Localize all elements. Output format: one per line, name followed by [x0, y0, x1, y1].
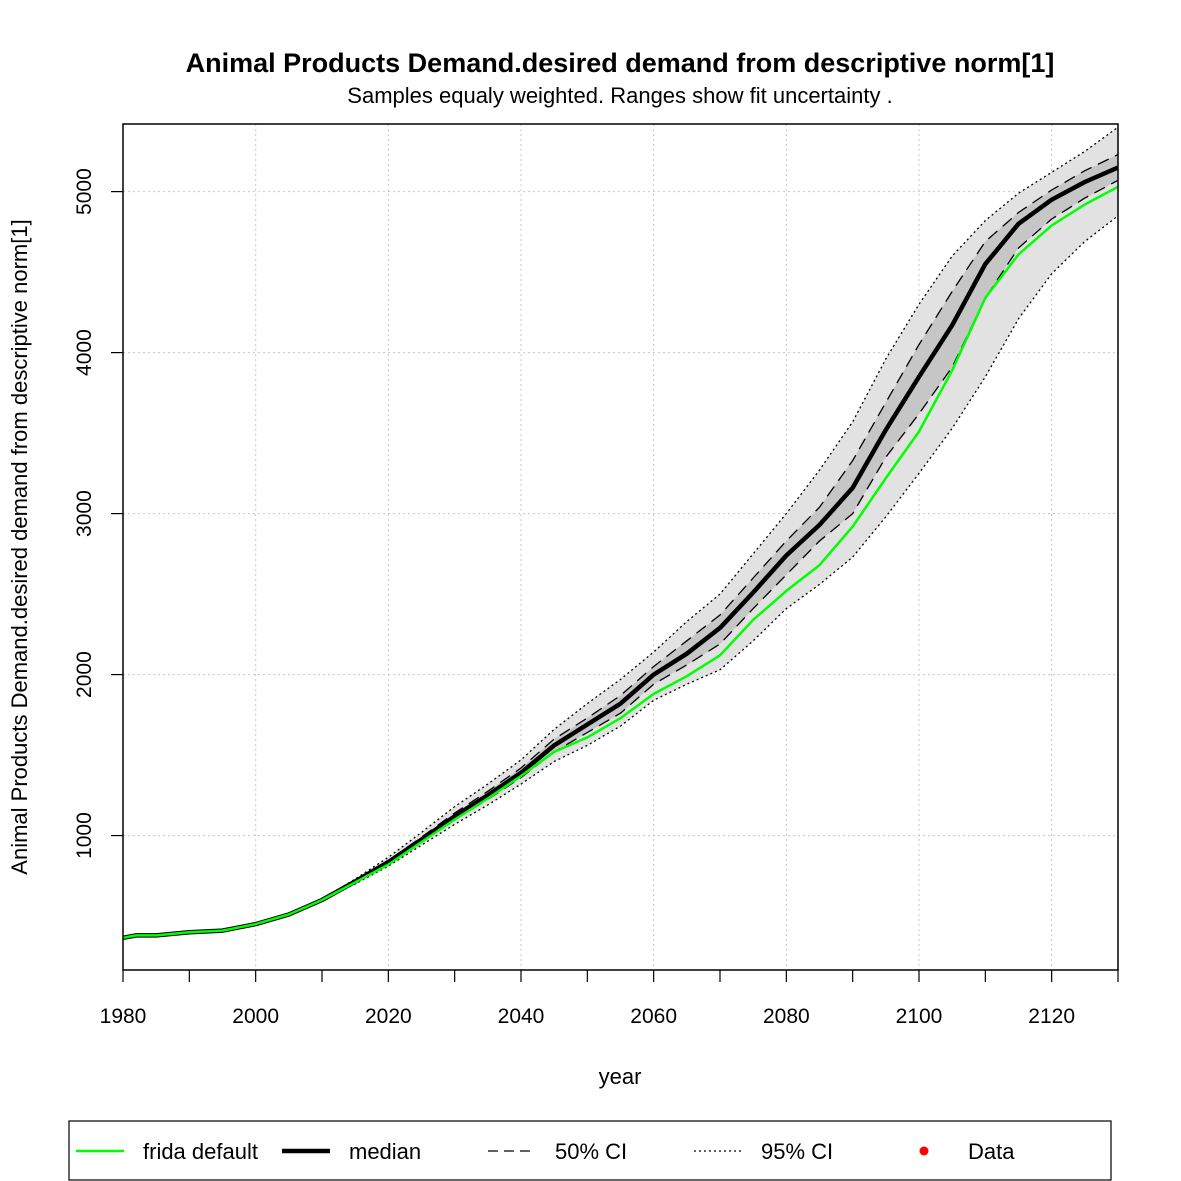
- legend-label-frida-default: frida default: [143, 1139, 258, 1164]
- plot-frame: [122, 123, 1119, 971]
- line-95-ci-upper: [122, 126, 1119, 939]
- band-95-ci: [123, 127, 1118, 938]
- x-tick-label: 2080: [763, 1005, 810, 1028]
- legend-label-50-ci: 50% CI: [555, 1139, 627, 1164]
- grid: [122, 124, 1118, 970]
- y-tick-label: 1000: [73, 812, 96, 859]
- y-axis-label: Animal Products Demand.desired demand fr…: [7, 219, 32, 874]
- y-tick-label: 5000: [73, 168, 96, 215]
- chart-subtitle: Samples equaly weighted. Ranges show fit…: [347, 83, 892, 108]
- x-tick-label: 2120: [1028, 1005, 1075, 1028]
- band-50-ci: [123, 154, 1118, 938]
- y-tick-label: 2000: [73, 651, 96, 698]
- x-axis-label: year: [599, 1064, 642, 1089]
- legend: frida default median 50% CI 95% CI Data: [68, 1120, 1112, 1181]
- legend-key-data: [919, 1146, 929, 1156]
- legend-box: [68, 1120, 1112, 1181]
- x-tick-label: 2040: [498, 1005, 545, 1028]
- axes: 1980 2000 2020 2040 2060 2080 2100 2120 1000 2000…: [73, 168, 1119, 1028]
- x-tick-label: 2060: [630, 1005, 677, 1028]
- legend-label-median: median: [349, 1139, 421, 1164]
- series-lines: [122, 126, 1119, 941]
- y-tick-label: 4000: [73, 329, 96, 376]
- y-tick-label: 3000: [73, 490, 96, 537]
- line-95-ci-lower: [122, 215, 1119, 939]
- legend-label-95-ci: 95% CI: [761, 1139, 833, 1164]
- ci-bands: [123, 127, 1118, 938]
- x-tick-label: 1980: [100, 1005, 147, 1028]
- line-frida-default: [122, 185, 1119, 940]
- legend-label-data: Data: [968, 1139, 1015, 1164]
- x-tick-label: 2100: [896, 1005, 943, 1028]
- x-tick-label: 2000: [232, 1005, 279, 1028]
- x-tick-label: 2020: [365, 1005, 412, 1028]
- chart-title: Animal Products Demand.desired demand fr…: [186, 48, 1055, 78]
